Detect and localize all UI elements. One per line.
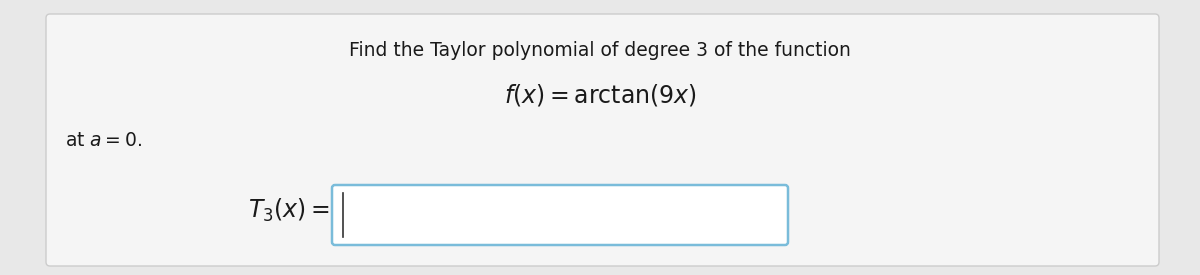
Text: $f(x) = \mathrm{arctan}(9x)$: $f(x) = \mathrm{arctan}(9x)$ — [504, 82, 696, 108]
FancyBboxPatch shape — [332, 185, 788, 245]
Text: Find the Taylor polynomial of degree 3 of the function: Find the Taylor polynomial of degree 3 o… — [349, 40, 851, 59]
FancyBboxPatch shape — [46, 14, 1159, 266]
Text: at $a = 0.$: at $a = 0.$ — [65, 131, 142, 150]
Text: $T_3(x) = $: $T_3(x) = $ — [248, 196, 330, 224]
